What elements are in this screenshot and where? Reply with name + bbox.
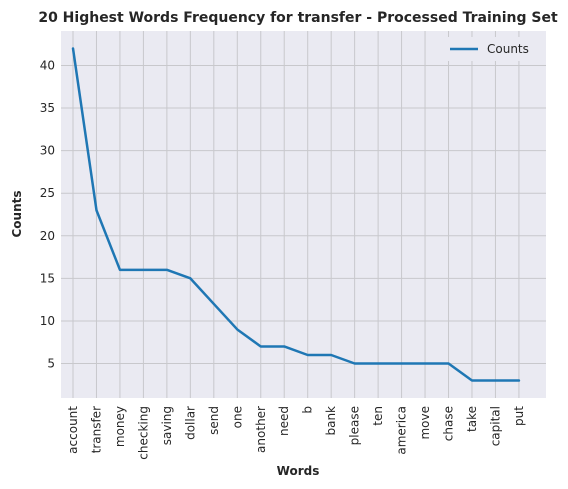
- x-tick-label: dollar: [183, 406, 197, 440]
- y-tick-label: 25: [40, 186, 55, 200]
- x-tick-label: saving: [160, 406, 174, 445]
- x-tick-label: money: [113, 406, 127, 447]
- y-axis-label: Counts: [10, 190, 24, 237]
- y-tick-label: 40: [40, 58, 55, 72]
- x-tick-labels: account transfer money checking saving dollar…: [66, 406, 526, 460]
- legend: Counts: [442, 37, 540, 61]
- x-tick-label: account: [66, 406, 80, 454]
- y-tick-label: 30: [40, 144, 55, 158]
- x-tick-label: chase: [442, 406, 456, 441]
- x-tick-label: capital: [488, 406, 502, 446]
- x-tick-label: b: [301, 406, 315, 414]
- y-tick-label: 20: [40, 229, 55, 243]
- y-tick-label: 15: [40, 271, 55, 285]
- x-grid: [72, 31, 520, 398]
- x-tick-label: checking: [136, 406, 150, 460]
- x-tick-label: another: [254, 406, 268, 453]
- x-tick-label: one: [230, 406, 244, 428]
- x-tick-label: need: [277, 406, 291, 436]
- chart-title: 20 Highest Words Frequency for transfer …: [38, 10, 558, 26]
- x-tick-label: ten: [371, 406, 385, 426]
- series-group: [71, 47, 521, 382]
- y-tick-label: 35: [40, 101, 55, 115]
- x-axis-label: Words: [277, 464, 320, 478]
- x-tick-label: send: [207, 406, 221, 435]
- x-tick-label: bank: [324, 406, 338, 436]
- series-line-counts: [71, 47, 521, 382]
- y-tick-label: 5: [47, 357, 55, 371]
- y-tick-labels: 5 10 15 20 25 30 35 40: [40, 58, 55, 370]
- y-tick-label: 10: [40, 314, 55, 328]
- plot-area: [61, 31, 546, 398]
- x-tick-label: take: [465, 406, 479, 432]
- y-grid: [61, 64, 546, 365]
- x-tick-label: move: [418, 406, 432, 440]
- x-tick-label: transfer: [89, 406, 103, 453]
- x-tick-label: please: [348, 406, 362, 445]
- legend-label-counts: Counts: [487, 42, 529, 56]
- x-tick-label: put: [512, 406, 526, 426]
- x-tick-label: america: [395, 406, 409, 455]
